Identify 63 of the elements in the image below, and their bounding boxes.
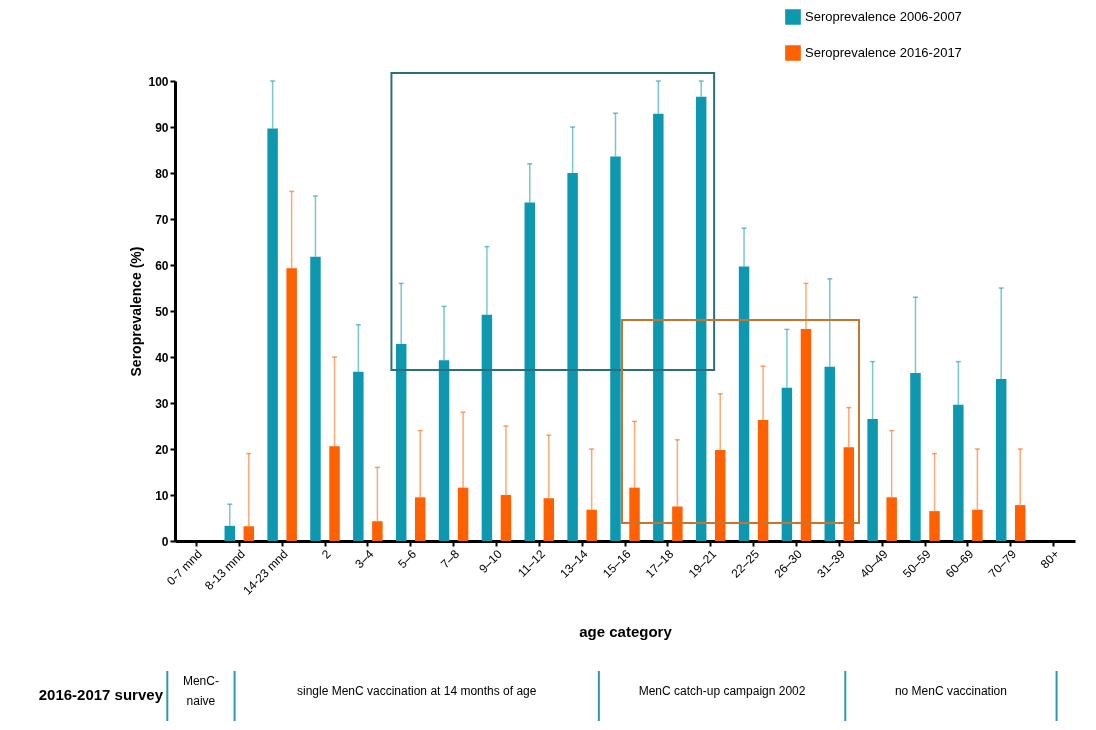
text: no MenC vaccination — [894, 684, 1007, 698]
legend-label: Seroprevalence 2006-2007 — [805, 9, 962, 24]
x-axis-title: age category — [579, 622, 673, 640]
bar — [843, 447, 855, 541]
bar — [929, 511, 940, 541]
bar — [524, 202, 535, 541]
y-tick-label: 90 — [155, 120, 169, 135]
x-tick-label: 5–6 — [395, 546, 420, 572]
bar — [500, 495, 512, 541]
bar — [610, 156, 621, 541]
y-axis-title: Seroprevalence (%) — [128, 246, 145, 377]
bar — [972, 509, 983, 541]
bar — [715, 449, 726, 541]
bar — [867, 419, 878, 541]
bar — [629, 487, 640, 541]
bar — [481, 314, 493, 541]
bar — [757, 420, 769, 541]
x-tick-label: 3–4 — [352, 546, 377, 572]
bar — [372, 521, 383, 541]
bar — [267, 128, 278, 541]
bar — [886, 497, 897, 541]
text: MenC- naive — [182, 674, 219, 708]
bar — [353, 371, 364, 541]
x-tick-label: 7–8 — [437, 546, 463, 572]
y-tick-label: 10 — [155, 488, 169, 503]
bar — [910, 373, 921, 541]
bar — [438, 360, 450, 541]
bar — [329, 446, 340, 541]
y-tick-label: 70 — [155, 212, 169, 227]
y-tick-label: 80 — [155, 166, 169, 181]
bar — [953, 404, 964, 541]
y-tick-label: 40 — [155, 350, 169, 365]
bar — [543, 498, 555, 541]
bar — [586, 509, 597, 541]
y-tick-label: 50 — [155, 304, 169, 319]
bar — [286, 268, 297, 541]
bar — [224, 525, 235, 541]
bar — [824, 366, 835, 541]
bar — [395, 344, 407, 541]
bar — [243, 526, 255, 541]
text: single MenC vaccination at 14 months of age — [296, 684, 537, 698]
y-tick-label: 30 — [155, 396, 169, 411]
bar — [781, 387, 793, 541]
y-tick-label: 60 — [155, 258, 169, 273]
bar — [567, 173, 578, 541]
bar — [310, 256, 321, 541]
y-tick-label: 20 — [155, 442, 169, 457]
bar — [672, 506, 683, 541]
text: 2016-2017 survey — [38, 686, 164, 703]
bar — [1015, 505, 1026, 541]
y-tick-label: 100 — [148, 74, 169, 89]
x-tick-label: 2 — [318, 546, 334, 562]
bar — [738, 266, 750, 541]
bar — [695, 96, 707, 541]
x-tick-label: 80+ — [1037, 547, 1063, 572]
bar — [800, 328, 812, 541]
legend-label: Seroprevalence 2016-2017 — [805, 45, 962, 60]
bar — [653, 113, 664, 541]
bar — [995, 379, 1007, 541]
y-tick-label: 0 — [161, 534, 169, 549]
bar — [415, 497, 426, 541]
text: MenC catch-up campaign 2002 — [638, 684, 806, 698]
bar — [457, 487, 469, 541]
